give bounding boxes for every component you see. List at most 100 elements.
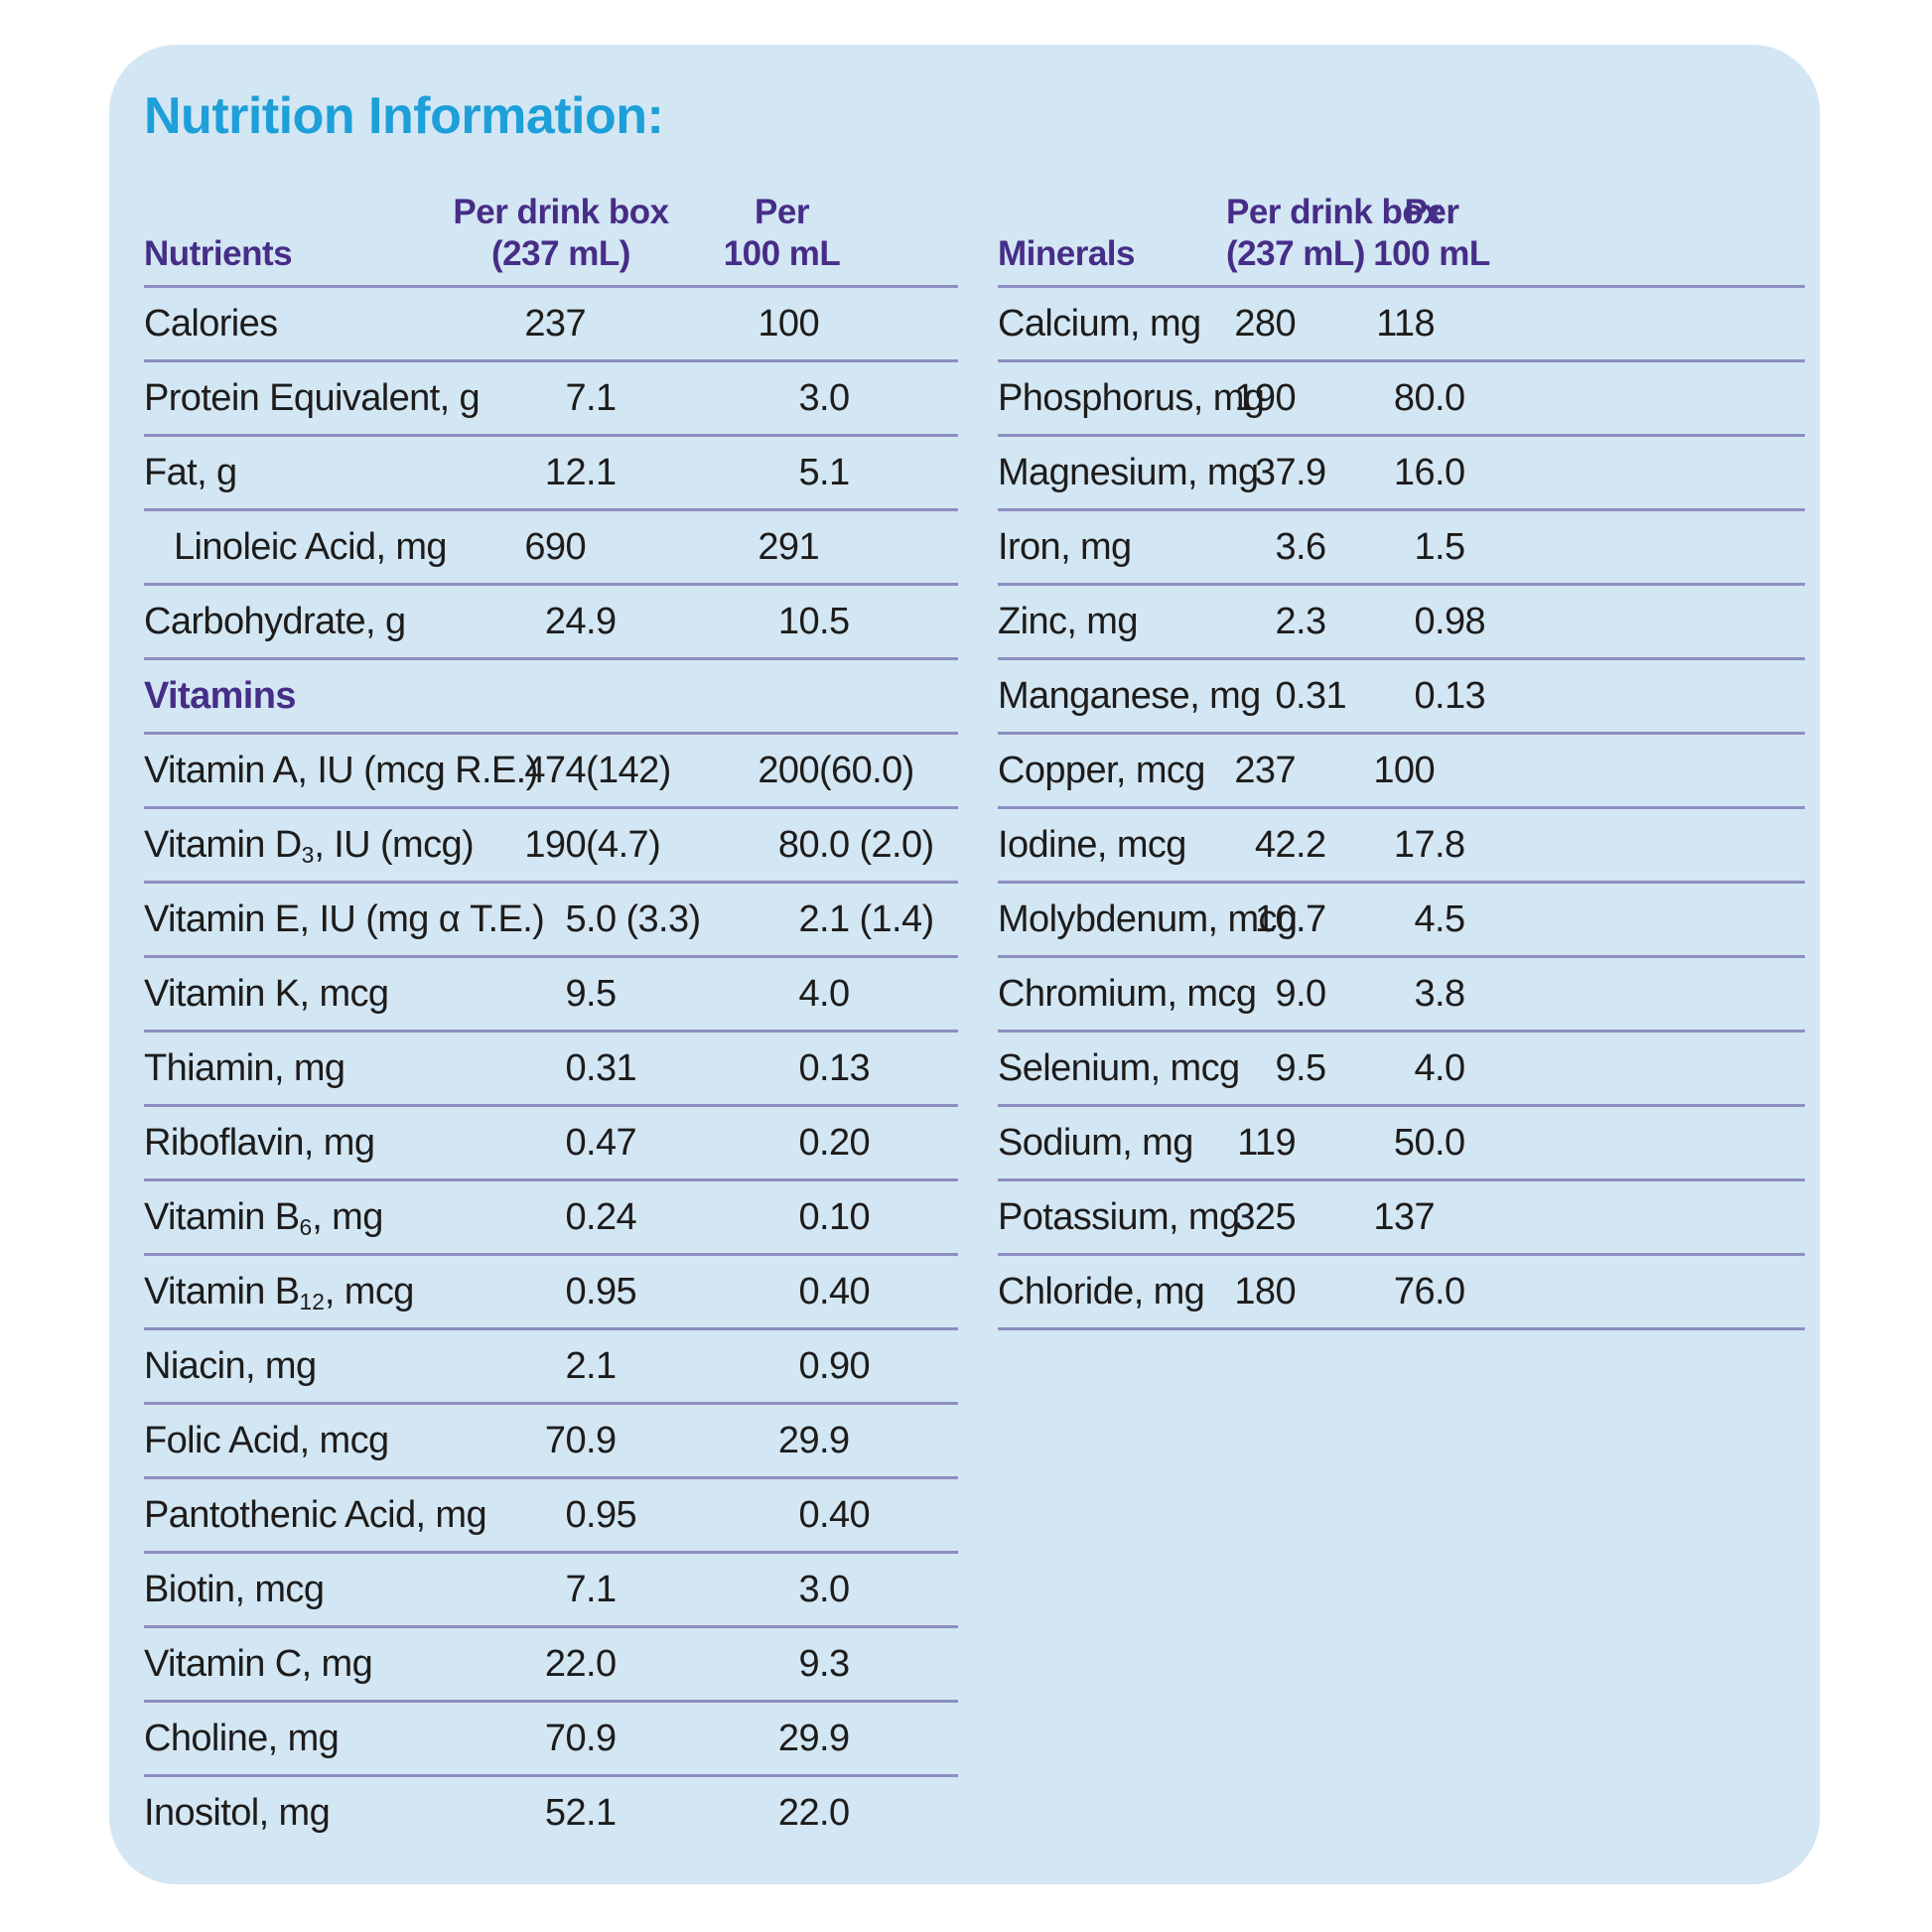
table-row: Pantothenic Acid, mg 0.95 0.40: [144, 1479, 958, 1554]
per-drink-box-value: 9: [1275, 1047, 1296, 1089]
table-row: Fat, g 12.1 5.1: [144, 437, 958, 511]
subheader-label: Vitamins: [144, 675, 297, 717]
table-row: Phosphorus, mg 190 80.0: [998, 362, 1805, 437]
table-row: Thiamin, mg 0.31 0.13: [144, 1033, 958, 1107]
per-drink-box-value: 0: [1275, 675, 1296, 717]
per-drink-box-value: 0: [565, 1122, 586, 1164]
per-drink-box-value: 5: [565, 898, 586, 940]
table-row: Choline, mg 70.9 29.9: [144, 1703, 958, 1777]
per-drink-box-value: 9: [1275, 973, 1296, 1015]
per-100ml-value: 3: [1414, 973, 1435, 1015]
nutrient-label: Zinc, mg: [998, 601, 1139, 642]
table-row: Vitamin B6, mg 0.24 0.10: [144, 1181, 958, 1256]
nutrient-label: Folic Acid, mcg: [144, 1420, 389, 1461]
per-drink-box-value: 0: [565, 1196, 586, 1238]
per-drink-box-value: 24: [544, 601, 587, 642]
column-header-per-drink-box: Per drink box (237 mL): [453, 193, 669, 273]
per-drink-box-value: 70: [544, 1420, 587, 1461]
per-100ml-value: 3: [798, 377, 819, 419]
nutrient-label: Thiamin, mg: [144, 1047, 345, 1089]
per-100ml-value: 0: [798, 1271, 819, 1312]
table-row: Folic Acid, mcg 70.9 29.9: [144, 1405, 958, 1479]
nutrient-label: Niacin, mg: [144, 1345, 317, 1387]
per-100ml-value: 0: [798, 1047, 819, 1089]
nutrient-label: Vitamin B12, mcg: [144, 1271, 414, 1315]
per-drink-box-value: 22: [544, 1643, 587, 1685]
page-title: Nutrition Information:: [144, 87, 664, 145]
table-row: Vitamin K, mcg 9.5 4.0: [144, 958, 958, 1033]
per-100ml-value: 0: [798, 1122, 819, 1164]
nutrient-label: Carbohydrate, g: [144, 601, 406, 642]
per-100ml-value: 100: [1373, 750, 1435, 791]
per-100ml-value: 291: [758, 526, 819, 568]
table-row: Riboflavin, mg 0.47 0.20: [144, 1107, 958, 1181]
tables-container: Nutrients Per drink box (237 mL) Per 100…: [144, 149, 1805, 1852]
table-row: Magnesium, mg 37.9 16.0: [998, 437, 1805, 511]
per-drink-box-value: 119: [1237, 1122, 1296, 1164]
nutrient-label: Linoleic Acid, mg: [174, 526, 448, 568]
nutrient-label: Potassium, mg: [998, 1196, 1240, 1238]
per-100ml-value: 17: [1393, 824, 1436, 866]
per-100ml-value: 0: [798, 1494, 819, 1536]
nutrient-label: Molybdenum, mcg: [998, 898, 1298, 940]
per-100ml-value: 80: [777, 824, 820, 866]
per-drink-box-value: 7: [565, 377, 586, 419]
nutrient-label: Selenium, mcg: [998, 1047, 1240, 1089]
nutrient-label: Choline, mg: [144, 1718, 340, 1759]
per-100ml-value: 118: [1376, 303, 1435, 345]
per-drink-box-value: 70: [544, 1718, 587, 1759]
per-drink-box-value: 190: [524, 824, 586, 866]
table-row: Iron, mg 3.6 1.5: [998, 511, 1805, 586]
nutrient-label: Vitamin B6, mg: [144, 1196, 383, 1241]
per-100ml-value: 0: [1414, 601, 1435, 642]
per-drink-box-value: 280: [1234, 303, 1296, 345]
nutrient-label: Vitamin K, mcg: [144, 973, 389, 1015]
per-drink-box-value: 190: [1234, 377, 1296, 419]
table-row: Linoleic Acid, mg 690 291: [144, 511, 958, 586]
per-100ml-value: 10: [777, 601, 820, 642]
per-drink-box-value: 3: [1275, 526, 1296, 568]
per-100ml-value: 9: [798, 1643, 819, 1685]
per-100ml-value: 29: [777, 1718, 820, 1759]
nutrients-table-body: Calories 237 100 Protein Equivalent, g 7.1 3.…: [144, 288, 958, 1852]
per-drink-box-value: 10: [1254, 898, 1297, 940]
nutrient-label: Vitamin C, mg: [144, 1643, 373, 1685]
minerals-table-header: Minerals Per drink box (237 mL) Per 100 …: [998, 149, 1805, 288]
per-drink-box-value: 0: [565, 1047, 586, 1089]
nutrient-label: Vitamin D3, IU (mcg): [144, 824, 475, 869]
column-header-per-drink-box: Per drink box (237 mL): [1226, 193, 1443, 273]
per-drink-box-value: 237: [524, 303, 586, 345]
nutrient-label: Calories: [144, 303, 278, 345]
table-row: Manganese, mg 0.31 0.13: [998, 660, 1805, 735]
nutrient-label: Iodine, mcg: [998, 824, 1186, 866]
nutrient-label: Pantothenic Acid, mg: [144, 1494, 487, 1536]
table-row: Vitamin A, IU (mcg R.E.) 474 (142) 200 (60…: [144, 735, 958, 809]
nutrient-label: Biotin, mcg: [144, 1569, 325, 1610]
nutrition-card: Nutrition Information: Nutrients Per dri…: [109, 45, 1820, 1884]
per-drink-box-value: 7: [565, 1569, 586, 1610]
per-100ml-value: 4: [1414, 898, 1435, 940]
per-drink-box-value: 12: [544, 452, 587, 493]
per-100ml-value: 5: [798, 452, 819, 493]
per-drink-box-value: 2: [1275, 601, 1296, 642]
per-100ml-value: 200: [758, 750, 819, 791]
per-100ml-value: 2: [798, 898, 819, 940]
per-drink-box-value: 37: [1254, 452, 1297, 493]
nutrient-label: Chromium, mcg: [998, 973, 1257, 1015]
per-drink-box-value: 9: [565, 973, 586, 1015]
per-100ml-value: 3: [798, 1569, 819, 1610]
nutrient-label: Calcium, mg: [998, 303, 1201, 345]
table-row: Copper, mcg 237 100: [998, 735, 1805, 809]
nutrient-label: Sodium, mg: [998, 1122, 1193, 1164]
table-row: Vitamin C, mg 22.0 9.3: [144, 1628, 958, 1703]
table-row: Zinc, mg 2.3 0.98: [998, 586, 1805, 660]
table-row: Sodium, mg 119 50.0: [998, 1107, 1805, 1181]
table-row: Protein Equivalent, g 7.1 3.0: [144, 362, 958, 437]
per-drink-box-value: 52: [544, 1792, 587, 1834]
per-100ml-value: 22: [777, 1792, 820, 1834]
nutrient-label: Vitamin A, IU (mcg R.E.): [144, 750, 538, 791]
per-100ml-value: 4: [798, 973, 819, 1015]
nutrient-label: Fat, g: [144, 452, 237, 493]
nutrient-label: Riboflavin, mg: [144, 1122, 375, 1164]
per-drink-box-value: 180: [1234, 1271, 1296, 1312]
